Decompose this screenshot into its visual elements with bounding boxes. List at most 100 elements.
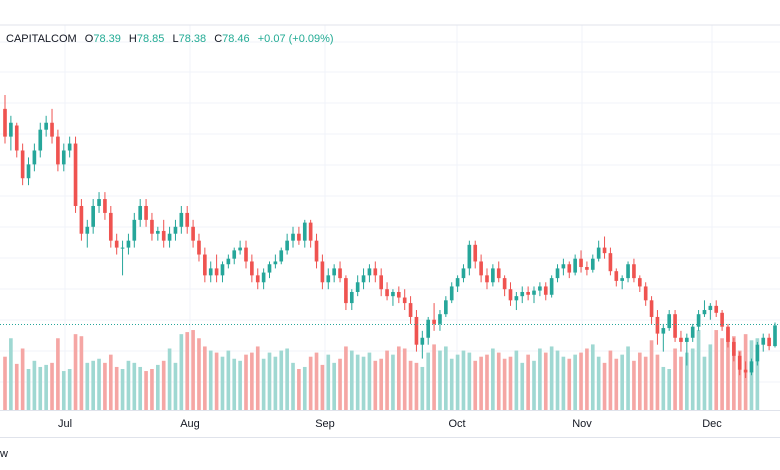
candle-body: [56, 136, 60, 165]
candle: [737, 351, 742, 376]
volume-bar: [308, 356, 313, 410]
candle-body: [414, 316, 419, 345]
candle-body: [679, 337, 683, 342]
candle-body: [555, 268, 560, 279]
candle: [720, 310, 724, 331]
candle: [14, 122, 19, 158]
candle-body: [596, 247, 601, 259]
candle-body: [326, 275, 331, 283]
volume-bar: [179, 334, 184, 410]
volume-bar: [661, 366, 666, 410]
volume-bar: [649, 340, 654, 410]
volume-bar: [203, 346, 207, 410]
candle-body: [755, 344, 760, 362]
candle-body: [320, 261, 325, 283]
candle-body: [314, 240, 319, 262]
volume-bar: [197, 338, 201, 410]
legend-open-label: O: [84, 33, 94, 45]
candle-body: [743, 369, 748, 373]
candle: [602, 236, 607, 259]
volume-bar: [485, 354, 489, 410]
volume-bar: [44, 364, 48, 410]
candle-body: [637, 278, 642, 287]
candle-body: [749, 361, 754, 373]
candle-body: [643, 286, 648, 301]
volume-bar: [408, 360, 413, 410]
candle-body: [543, 286, 548, 295]
volume-bar: [320, 364, 325, 410]
volume-bar: [561, 356, 566, 410]
candle-body: [573, 258, 577, 273]
candle-body: [608, 253, 613, 272]
candle-body: [449, 286, 454, 301]
candle-body: [208, 268, 213, 276]
candle-body: [373, 268, 378, 276]
candle: [349, 289, 354, 311]
candle: [156, 226, 160, 241]
candle-body: [767, 337, 771, 347]
volume-bar: [361, 356, 366, 410]
candle: [161, 219, 166, 248]
volume-bar: [549, 346, 554, 410]
volume-bar: [714, 330, 719, 410]
volume-bar: [467, 352, 472, 410]
candle: [396, 286, 401, 304]
volume-bar: [173, 362, 178, 410]
candle-body: [408, 303, 413, 317]
legend-high-label: H: [128, 33, 137, 45]
volume-bar: [85, 362, 90, 410]
candle: [420, 330, 425, 359]
candle: [214, 254, 219, 283]
candle: [461, 264, 466, 283]
ohlc-legend: CAPITALCOM O78.39 H78.85 L78.38 C78.46 +…: [6, 33, 334, 45]
candle-body: [138, 205, 143, 220]
volume-bar: [402, 348, 407, 410]
candle-body: [714, 305, 719, 313]
volume-bar: [32, 360, 37, 410]
candle-body: [420, 337, 425, 345]
candle-body: [379, 275, 384, 290]
legend-low-value: 78.38: [178, 33, 207, 45]
candle: [103, 192, 107, 220]
volume-bar: [144, 371, 148, 410]
volume-bar: [479, 356, 483, 410]
candle-body: [502, 278, 507, 290]
candle: [679, 330, 683, 352]
volume-bar: [285, 348, 289, 410]
volume-bar: [755, 338, 760, 410]
volume-bar: [391, 354, 395, 410]
candle: [361, 268, 366, 290]
candle-body: [473, 244, 478, 262]
candle: [220, 261, 225, 283]
candle-body: [649, 300, 654, 317]
candle: [767, 333, 771, 351]
volume-bar: [379, 358, 384, 410]
candle: [179, 205, 184, 234]
candle: [32, 143, 37, 172]
candle: [685, 333, 689, 366]
candle-body: [14, 125, 19, 151]
candle: [532, 286, 536, 304]
candle-body: [402, 297, 407, 304]
candle: [455, 275, 460, 292]
candle-body: [602, 247, 607, 254]
candle: [673, 310, 677, 342]
candle: [508, 282, 513, 306]
candle: [637, 275, 642, 292]
candle-body: [367, 268, 372, 276]
candle: [708, 303, 713, 320]
candle-body: [220, 264, 225, 276]
volume-bars: [3, 328, 760, 410]
candle: [408, 296, 413, 324]
candle-body: [773, 325, 777, 347]
candle: [273, 254, 278, 269]
candle-body: [620, 278, 624, 281]
volume-bar: [338, 358, 342, 410]
candle-body: [250, 261, 254, 276]
candle-body: [567, 264, 572, 273]
candle-body: [344, 278, 348, 304]
volume-bar: [679, 356, 683, 410]
candle: [438, 310, 442, 331]
